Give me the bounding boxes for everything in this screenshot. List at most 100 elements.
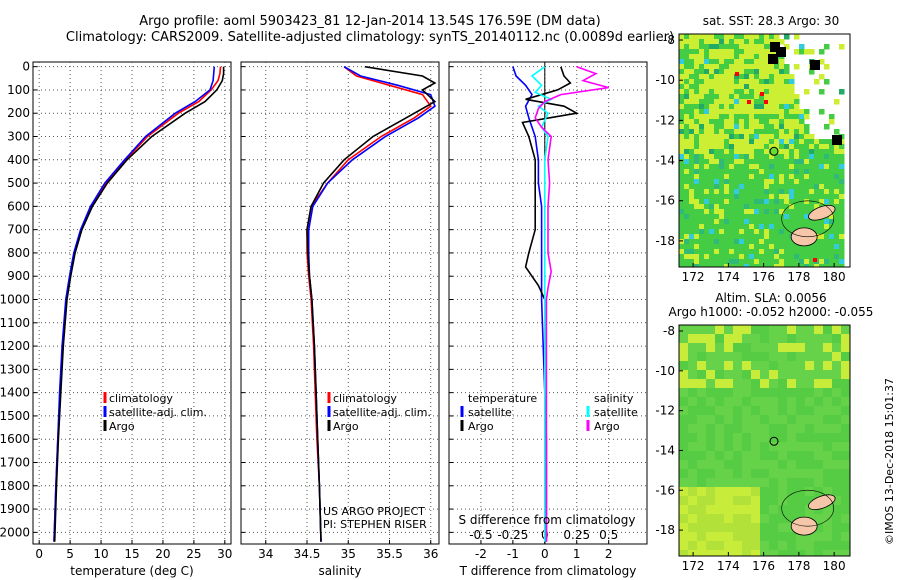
- map-cell: [764, 204, 770, 210]
- map-cell: [704, 174, 710, 180]
- map-cell: [784, 104, 790, 110]
- map-cell: [760, 460, 770, 470]
- map-cell: [824, 174, 830, 180]
- map-cell: [759, 119, 765, 125]
- map-cell: [779, 119, 785, 125]
- map-cell: [679, 184, 685, 190]
- map-cell: [814, 532, 824, 542]
- map-cell: [759, 129, 765, 135]
- map-cell: [754, 219, 760, 225]
- map-cell: [824, 149, 830, 155]
- map-cell: [729, 179, 735, 185]
- map-cell: [789, 199, 795, 205]
- map-cell: [804, 164, 810, 170]
- map-cell: [733, 478, 743, 488]
- map-cell: [769, 442, 779, 452]
- map-cell: [729, 114, 735, 120]
- sst-map-title: sat. SST: 28.3 Argo: 30: [703, 14, 840, 28]
- map-cell: [749, 189, 755, 195]
- map-cell: [799, 139, 805, 145]
- map-cell: [729, 199, 735, 205]
- map-cell: [794, 109, 800, 115]
- map-cell: [699, 249, 705, 255]
- map-cell: [689, 69, 695, 75]
- map-cell: [841, 469, 850, 479]
- map-cell: [697, 415, 707, 425]
- map-cell: [729, 124, 735, 130]
- map-cell: [688, 469, 698, 479]
- map-cell: [739, 104, 745, 110]
- map-cell: [734, 199, 740, 205]
- map-cell: [799, 189, 805, 195]
- map-cell: [689, 159, 695, 165]
- map-cell: [694, 209, 700, 215]
- map-cell: [734, 139, 740, 145]
- map-cell: [733, 334, 743, 344]
- map-cell: [829, 219, 835, 225]
- map-cell: [759, 244, 765, 250]
- map-cell: [714, 164, 720, 170]
- map-cell: [749, 219, 755, 225]
- map-cell: [739, 89, 745, 95]
- map-cell: [841, 415, 850, 425]
- map-cell: [789, 119, 795, 125]
- depth-tick-label: 1600: [0, 432, 30, 446]
- map-cell: [779, 254, 785, 260]
- map-cell: [749, 89, 755, 95]
- map-cell: [704, 74, 710, 80]
- map-cell: [689, 119, 695, 125]
- x-tick-label: 34: [258, 547, 273, 561]
- map-cell: [694, 249, 700, 255]
- map-cell: [834, 229, 840, 235]
- map-cell: [764, 264, 770, 267]
- map-cell: [814, 139, 820, 145]
- map-cell: [724, 104, 730, 110]
- map-cell: [841, 424, 850, 434]
- map-cell: [689, 244, 695, 250]
- map-cell: [719, 199, 725, 205]
- map-cell: [779, 134, 785, 140]
- depth-tick-label: 800: [7, 246, 30, 260]
- depth-tick-label: 1900: [0, 502, 30, 516]
- map-cell: [724, 541, 734, 551]
- map-cell: [824, 229, 830, 235]
- map-cell: [739, 129, 745, 135]
- map-cell: [689, 174, 695, 180]
- map-cell: [769, 89, 775, 95]
- map-cell: [715, 352, 725, 362]
- map-cell: [684, 204, 690, 210]
- map-cell: [774, 74, 780, 80]
- map-cell: [709, 174, 715, 180]
- map-cell: [734, 34, 740, 40]
- map-cell: [839, 264, 845, 267]
- map-cell: [834, 249, 840, 255]
- map-cell: [688, 460, 698, 470]
- map-cell: [739, 199, 745, 205]
- map-cell: [799, 114, 805, 120]
- map-cell: [794, 254, 800, 260]
- map-cell: [714, 119, 720, 125]
- masked-cell: [832, 135, 842, 145]
- map-cell: [804, 129, 810, 135]
- map-cell: [769, 174, 775, 180]
- map-cell: [809, 144, 815, 150]
- map-cell: [719, 219, 725, 225]
- map-cell: [784, 224, 790, 230]
- land-vanua-levu: [808, 204, 836, 221]
- map-cell: [699, 229, 705, 235]
- map-cell: [754, 154, 760, 160]
- map-cell: [749, 149, 755, 155]
- map-cell: [759, 94, 765, 100]
- map-cell: [754, 84, 760, 90]
- map-cell: [694, 129, 700, 135]
- map-cell: [779, 149, 785, 155]
- map-cell: [814, 469, 824, 479]
- map-cell: [804, 134, 810, 140]
- map-cell: [684, 44, 690, 50]
- map-cell: [709, 209, 715, 215]
- map-cell: [796, 352, 806, 362]
- map-cell: [834, 174, 840, 180]
- map-cell: [749, 34, 755, 40]
- map-cell: [739, 59, 745, 65]
- map-cell: [679, 487, 689, 497]
